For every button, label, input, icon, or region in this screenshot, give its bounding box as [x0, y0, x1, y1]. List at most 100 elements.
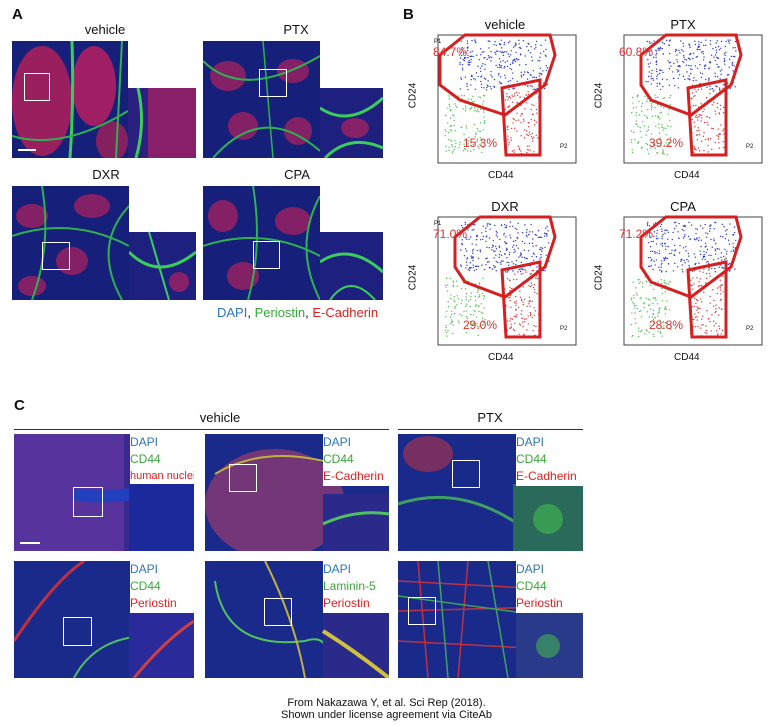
cell-event-dot	[732, 55, 735, 58]
inset-marker	[253, 241, 280, 269]
cell-event-dot	[515, 263, 517, 266]
cell-event-dot	[725, 40, 727, 43]
cell-event-dot	[662, 322, 664, 324]
cell-event-dot	[539, 52, 542, 54]
cell-event-dot	[713, 238, 715, 240]
cell-event-dot	[446, 277, 448, 280]
cell-event-dot	[657, 281, 659, 283]
cell-event-dot	[646, 148, 649, 151]
cell-event-dot	[505, 236, 507, 238]
cell-event-dot	[488, 57, 490, 59]
cell-event-dot	[472, 144, 474, 146]
cell-event-dot	[719, 133, 722, 135]
cell-event-dot	[492, 240, 495, 242]
cell-event-dot	[708, 254, 710, 256]
cell-event-dot	[512, 225, 514, 227]
cell-event-dot	[681, 60, 684, 63]
cell-event-dot	[662, 327, 664, 329]
cell-event-dot	[716, 106, 719, 109]
cell-event-dot	[479, 122, 482, 124]
cell-event-dot	[467, 150, 469, 152]
cell-event-dot	[722, 128, 725, 130]
cell-event-dot	[676, 266, 679, 268]
cell-event-dot	[722, 130, 724, 132]
cell-event-dot	[687, 252, 690, 255]
cell-event-dot	[464, 52, 466, 54]
cell-event-dot	[708, 269, 710, 271]
cell-event-dot	[724, 258, 726, 261]
cell-event-dot	[452, 150, 454, 152]
gate-p2-label: P2	[746, 326, 754, 332]
cell-event-dot	[473, 123, 476, 126]
cell-event-dot	[713, 56, 715, 58]
cell-event-dot	[513, 301, 516, 303]
cell-event-dot	[510, 68, 513, 71]
cell-event-dot	[467, 56, 469, 59]
cell-event-dot	[500, 65, 503, 67]
cell-event-dot	[483, 111, 485, 113]
cell-event-dot	[520, 261, 522, 264]
cell-event-dot	[687, 57, 690, 59]
cell-event-dot	[714, 311, 716, 314]
stain-3: Periostin	[323, 596, 370, 610]
cell-event-dot	[505, 249, 508, 251]
cell-event-dot	[663, 325, 665, 327]
cell-event-dot	[512, 246, 514, 248]
cell-event-dot	[509, 225, 511, 228]
cell-event-dot	[664, 306, 667, 308]
cell-event-dot	[510, 323, 513, 325]
cell-event-dot	[478, 282, 481, 284]
cell-event-dot	[507, 96, 510, 99]
cell-event-dot	[525, 234, 528, 236]
cell-event-dot	[488, 261, 490, 263]
cell-event-dot	[504, 61, 506, 63]
cell-event-dot	[503, 65, 506, 68]
cell-event-dot	[706, 116, 708, 118]
cell-event-dot	[716, 40, 719, 42]
cell-event-dot	[689, 46, 691, 48]
cell-event-dot	[715, 49, 718, 51]
cell-event-dot	[693, 253, 696, 255]
cell-event-dot	[510, 50, 512, 52]
cell-event-dot	[540, 236, 543, 239]
cell-event-dot	[473, 148, 475, 151]
cell-event-dot	[480, 75, 483, 77]
cell-event-dot	[635, 304, 637, 307]
cell-event-dot	[661, 335, 663, 337]
cell-event-dot	[687, 260, 689, 262]
cell-event-dot	[644, 276, 646, 278]
cell-event-dot	[523, 318, 526, 320]
cell-event-dot	[532, 113, 535, 116]
cell-event-dot	[498, 246, 501, 248]
cell-event-dot	[510, 306, 512, 308]
cell-event-dot	[492, 264, 495, 267]
cell-event-dot	[475, 304, 477, 306]
cell-event-dot	[467, 325, 469, 327]
cell-event-dot	[649, 304, 651, 306]
cell-event-dot	[477, 334, 479, 336]
cell-event-dot	[732, 47, 734, 49]
cell-event-dot	[670, 125, 672, 128]
cell-event-dot	[692, 288, 694, 290]
cell-event-dot	[518, 47, 520, 49]
cell-event-dot	[473, 309, 475, 312]
cell-event-dot	[647, 304, 650, 307]
cell-event-dot	[688, 43, 690, 45]
cell-event-dot	[661, 230, 663, 233]
cell-event-dot	[511, 150, 514, 152]
cell-event-dot	[475, 238, 478, 241]
cell-event-dot	[632, 281, 634, 283]
cell-event-dot	[693, 147, 696, 150]
facs-title-cpa: CPA	[670, 199, 696, 214]
cell-event-dot	[532, 89, 535, 91]
cell-event-dot	[634, 312, 636, 314]
cell-event-dot	[466, 238, 468, 240]
cell-event-dot	[534, 310, 537, 312]
cell-event-dot	[519, 252, 522, 254]
cell-event-dot	[444, 284, 447, 287]
cell-event-dot	[635, 287, 637, 289]
cell-event-dot	[445, 326, 447, 329]
cell-event-dot	[641, 329, 643, 332]
cell-event-dot	[540, 73, 543, 76]
cell-event-dot	[718, 314, 720, 316]
